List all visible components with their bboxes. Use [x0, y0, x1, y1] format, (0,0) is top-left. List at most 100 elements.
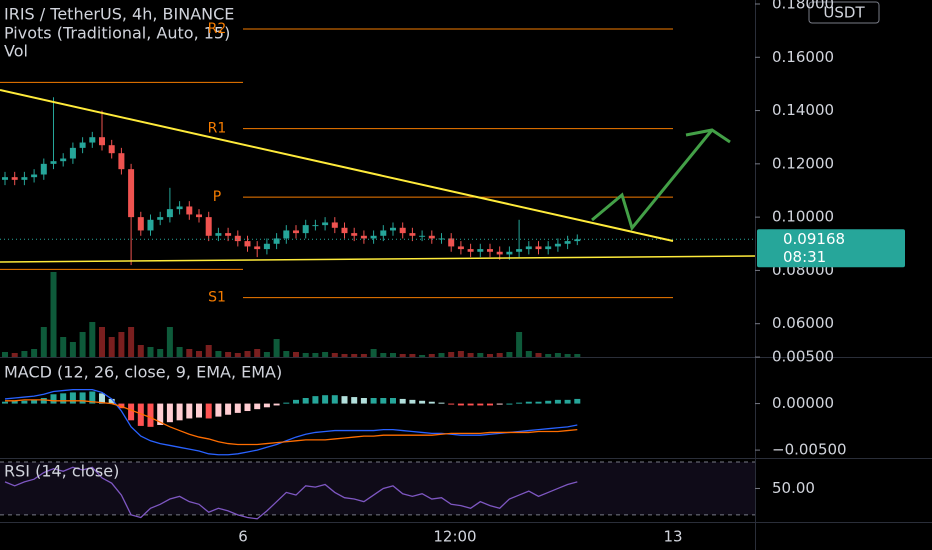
volume-bar: [40, 327, 47, 357]
volume-bar: [535, 353, 542, 357]
volume-bar: [205, 345, 212, 357]
currency[interactable]: USDT: [823, 4, 865, 22]
histogram-bar: [351, 397, 358, 404]
candle-body: [487, 249, 493, 252]
candle-body: [428, 235, 435, 239]
volume-bar: [525, 351, 532, 357]
volume-bar: [341, 354, 348, 357]
rsi-pane: [0, 461, 755, 520]
currency-box[interactable]: [808, 1, 880, 24]
histogram-bar: [234, 403, 241, 413]
volume-bar: [137, 345, 144, 357]
volume-bar: [506, 352, 513, 357]
chart-title: IRIS / TetherUS, 4h, BINANCE: [4, 5, 234, 24]
volume-bar: [31, 349, 38, 357]
y-tick-label: 0.12000: [772, 154, 834, 172]
candle-body: [564, 241, 571, 244]
candle-body: [205, 217, 212, 236]
y-tick-label: 0.10000: [772, 208, 834, 226]
rsi-line: [4, 466, 578, 520]
y-tick-label: 0.18000: [772, 0, 834, 12]
volume-bar: [273, 339, 280, 357]
candle-body: [516, 249, 523, 252]
last-price-box: [757, 229, 905, 268]
histogram-bar: [166, 403, 173, 423]
histogram-bar: [360, 398, 367, 404]
volume-bar: [477, 353, 484, 357]
histogram-bar: [312, 396, 319, 404]
histogram-bar: [254, 403, 261, 410]
histogram-bar: [419, 400, 426, 404]
candle-body: [118, 153, 125, 170]
drawings: [0, 89, 755, 263]
candle-body: [60, 158, 67, 162]
volume-bar: [283, 351, 290, 357]
volume-bar: [331, 353, 338, 357]
candle-body: [574, 239, 581, 242]
candle-body: [438, 238, 445, 240]
pivot-label: S1: [208, 290, 226, 306]
volume-bar: [21, 351, 28, 357]
histogram-bar: [380, 398, 387, 404]
histogram-bar: [263, 403, 270, 408]
macd-line: [5, 399, 578, 446]
histogram-bar: [128, 403, 135, 421]
candle-body: [370, 235, 377, 239]
histogram-bar: [69, 392, 76, 404]
candle-body: [215, 233, 222, 236]
candle-body: [254, 246, 261, 250]
volume-bar: [516, 332, 523, 357]
candle-body: [554, 243, 561, 247]
candle-body: [312, 225, 319, 227]
histogram-bar: [147, 403, 154, 427]
volume-bar: [545, 354, 552, 357]
histogram-bar: [302, 398, 309, 404]
histogram-bar: [448, 403, 455, 405]
histogram-bar: [186, 403, 193, 419]
histogram-bar: [273, 403, 280, 406]
candle-body: [545, 246, 552, 250]
candle-body: [176, 206, 183, 210]
histogram-bar: [11, 400, 18, 404]
trendline: [0, 89, 674, 242]
x-tick-label: 6: [238, 528, 248, 546]
histogram-bar: [545, 400, 552, 404]
volume-bar: [79, 332, 86, 357]
volume-bar: [147, 347, 154, 357]
volume-bar: [2, 352, 8, 357]
candle-body: [283, 230, 290, 239]
histogram-bar: [293, 399, 299, 404]
volume-bar: [390, 353, 396, 357]
volume-bar: [196, 351, 202, 357]
volume-bar: [69, 342, 76, 357]
candle-body: [50, 161, 57, 164]
candle-body: [341, 227, 348, 234]
histogram-bar: [225, 403, 232, 415]
y-tick-label: 50.00: [772, 479, 815, 497]
histogram-bar: [467, 403, 474, 406]
histogram-bar: [399, 398, 406, 404]
histogram-bar: [205, 403, 212, 419]
volume-bar: [448, 352, 455, 357]
candle-body: [409, 233, 416, 236]
volume-bar: [176, 347, 183, 357]
candle-body: [419, 235, 426, 237]
candle-body: [390, 227, 396, 231]
histogram-bar: [176, 403, 183, 421]
histogram-bar: [331, 395, 338, 404]
volume-bar: [254, 349, 261, 357]
countdown: 08:31: [783, 248, 826, 266]
volume-bar: [419, 355, 426, 357]
histogram-bar: [322, 395, 329, 404]
candle-body: [293, 230, 299, 234]
histogram-bar: [390, 398, 396, 404]
histogram-bar: [137, 403, 144, 426]
y-tick-label: 0.16000: [772, 48, 834, 66]
y-tick-label: 0.00500: [772, 348, 834, 366]
histogram-bar: [21, 400, 28, 404]
volume-bar: [564, 354, 571, 357]
histogram-bar: [157, 403, 164, 425]
y-tick-label: 0.06000: [772, 314, 834, 332]
volume-bar: [399, 354, 406, 357]
